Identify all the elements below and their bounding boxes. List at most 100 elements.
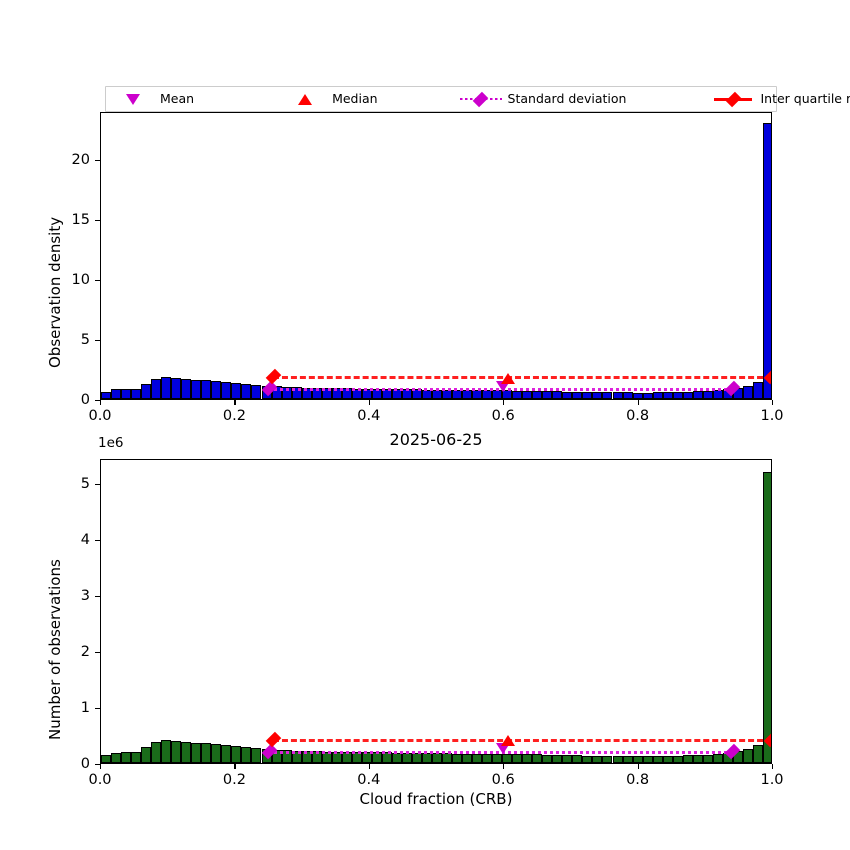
iqr-q3-marker bbox=[765, 368, 771, 384]
histogram-bar bbox=[171, 378, 181, 399]
std-dev-high-marker bbox=[726, 743, 740, 759]
x-tick-label: 0.2 bbox=[223, 408, 246, 424]
histogram-bar bbox=[412, 753, 422, 763]
histogram-bar bbox=[482, 390, 492, 399]
y-tick-label: 4 bbox=[64, 532, 90, 548]
x-tick bbox=[234, 764, 235, 769]
x-tick bbox=[638, 764, 639, 769]
diamond-solid-icon bbox=[712, 90, 754, 108]
histogram-bar bbox=[452, 390, 462, 399]
histogram-bar bbox=[251, 748, 261, 763]
iqr-q3-marker bbox=[765, 731, 771, 747]
histogram-bar bbox=[151, 742, 161, 763]
x-tick bbox=[234, 400, 235, 405]
histogram-bar bbox=[151, 379, 161, 399]
x-tick-label: 0.4 bbox=[357, 772, 380, 788]
x-tick-label: 0.2 bbox=[223, 772, 246, 788]
histogram-bar bbox=[713, 390, 723, 399]
x-tick-label: 0.8 bbox=[626, 772, 649, 788]
x-tick bbox=[369, 764, 370, 769]
histogram-bar bbox=[602, 756, 612, 763]
histogram-bar bbox=[402, 753, 412, 763]
y-tick-label: 15 bbox=[64, 212, 90, 228]
y-tick bbox=[95, 340, 100, 341]
x-tick bbox=[638, 400, 639, 405]
y-tick bbox=[95, 280, 100, 281]
histogram-bar bbox=[191, 380, 201, 399]
y-tick-label: 20 bbox=[64, 152, 90, 168]
histogram-bar bbox=[703, 755, 713, 763]
histogram-bar bbox=[633, 393, 643, 399]
legend-label-iqr: Inter quartile range bbox=[760, 93, 850, 106]
histogram-bar bbox=[623, 756, 633, 763]
histogram-bar bbox=[231, 383, 241, 399]
y-tick-label: 0 bbox=[64, 392, 90, 408]
histogram-bar bbox=[241, 384, 251, 399]
histogram-bar bbox=[392, 753, 402, 763]
histogram-bar bbox=[211, 381, 221, 399]
histogram-bar bbox=[422, 753, 432, 763]
iqr-q1-marker bbox=[266, 731, 280, 747]
legend-entry-mean: Mean bbox=[112, 87, 194, 111]
std-dev-high-marker bbox=[726, 380, 740, 396]
legend-entry-median: Median bbox=[284, 87, 377, 111]
y-tick bbox=[95, 160, 100, 161]
histogram-bar bbox=[221, 745, 231, 763]
x-tick bbox=[100, 400, 101, 405]
histogram-bar bbox=[141, 747, 151, 763]
histogram-bar bbox=[462, 390, 472, 399]
y-tick-label: 2 bbox=[64, 644, 90, 660]
x-axis-label: Cloud fraction (CRB) bbox=[360, 790, 513, 808]
histogram-bar bbox=[131, 752, 141, 763]
histogram-bar bbox=[693, 755, 703, 763]
iqr-line bbox=[273, 376, 771, 379]
histogram-bar bbox=[602, 392, 612, 399]
histogram-bar bbox=[462, 754, 472, 764]
histogram-bar bbox=[241, 747, 251, 763]
bottom-histogram-bars bbox=[101, 460, 771, 763]
histogram-bar bbox=[613, 392, 623, 399]
legend-entry-std: Standard deviation bbox=[460, 87, 627, 111]
x-tick-label: 0.8 bbox=[626, 408, 649, 424]
histogram-bar bbox=[613, 756, 623, 763]
histogram-bar bbox=[111, 753, 121, 763]
histogram-bar bbox=[582, 392, 592, 399]
histogram-bar bbox=[442, 753, 452, 763]
y-tick bbox=[95, 220, 100, 221]
triangle-down-icon bbox=[112, 90, 154, 108]
histogram-bar bbox=[201, 743, 211, 763]
histogram-bar bbox=[111, 389, 121, 399]
histogram-bar bbox=[683, 755, 693, 763]
y-tick bbox=[95, 652, 100, 653]
histogram-bar bbox=[181, 379, 191, 399]
y-tick bbox=[95, 708, 100, 709]
histogram-bar bbox=[161, 740, 171, 763]
y-tick-label: 10 bbox=[64, 272, 90, 288]
x-tick bbox=[772, 764, 773, 769]
histogram-bar bbox=[592, 756, 602, 763]
histogram-bar bbox=[542, 755, 552, 763]
histogram-bar bbox=[572, 392, 582, 399]
x-tick-label: 0.0 bbox=[88, 772, 111, 788]
y-tick bbox=[95, 400, 100, 401]
histogram-bar bbox=[673, 392, 683, 399]
histogram-bar bbox=[161, 377, 171, 399]
top-y-axis-label: Observation density bbox=[46, 217, 64, 368]
histogram-bar bbox=[582, 756, 592, 763]
bottom-plot-axes bbox=[100, 459, 772, 764]
median-marker bbox=[501, 733, 515, 749]
histogram-bar bbox=[221, 382, 231, 399]
histogram-bar bbox=[432, 390, 442, 399]
histogram-bar bbox=[442, 390, 452, 399]
x-tick-label: 0.0 bbox=[88, 408, 111, 424]
x-tick bbox=[369, 400, 370, 405]
histogram-bar bbox=[522, 754, 532, 763]
histogram-bar bbox=[703, 391, 713, 399]
y-tick-label: 5 bbox=[64, 332, 90, 348]
histogram-bar bbox=[653, 392, 663, 399]
histogram-bar bbox=[542, 391, 552, 399]
y-tick-label: 5 bbox=[64, 476, 90, 492]
y-tick bbox=[95, 540, 100, 541]
histogram-bar bbox=[663, 756, 673, 763]
x-tick-label: 1.0 bbox=[760, 772, 783, 788]
